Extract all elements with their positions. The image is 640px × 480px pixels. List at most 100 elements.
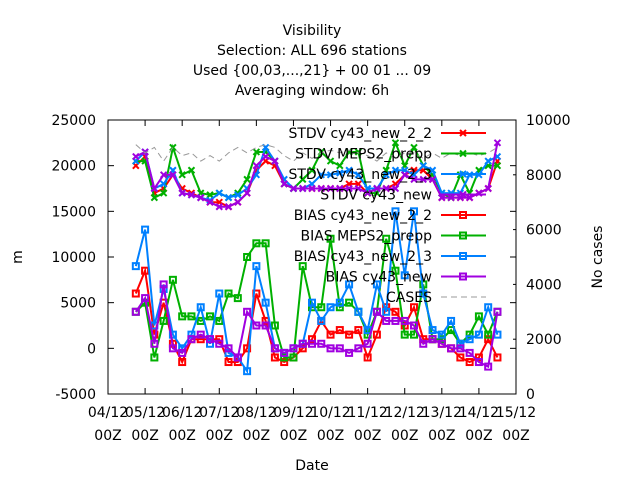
data-point [484, 362, 493, 371]
y2-axis-label: No cases [590, 226, 606, 289]
data-point [196, 303, 205, 312]
data-point [141, 294, 150, 303]
data-point [428, 166, 437, 174]
data-point [363, 339, 372, 348]
legend-label: BIAS cy43_new_2_2 [294, 208, 432, 224]
data-point [336, 169, 344, 177]
y2-tick-label: 4000 [526, 277, 562, 293]
data-point [187, 312, 196, 321]
data-point [243, 307, 252, 316]
data-point [289, 184, 298, 193]
data-point [326, 184, 335, 193]
data-point [437, 335, 446, 344]
data-point [308, 339, 316, 348]
data-point [159, 280, 168, 289]
data-point [224, 344, 233, 353]
data-point [345, 280, 354, 289]
data-point [391, 139, 400, 147]
data-point [178, 348, 187, 357]
data-point [326, 330, 335, 339]
series-8 [131, 280, 502, 371]
data-point [391, 307, 400, 316]
data-point [465, 330, 474, 339]
data-point [224, 193, 233, 202]
data-point [345, 148, 353, 156]
data-point [243, 253, 252, 261]
x-tick-label-date: 04/12 [88, 405, 128, 421]
legend-label: STDV cy43_new_2_3 [288, 167, 432, 183]
data-point [196, 335, 205, 344]
data-point [335, 344, 344, 353]
data-point [447, 344, 456, 353]
data-point [261, 321, 270, 330]
data-point [243, 367, 252, 376]
legend-item: BIAS cy43_new_2_3 [294, 249, 486, 265]
data-point [132, 152, 140, 161]
data-point [317, 339, 326, 348]
y-tick-label: -5000 [55, 387, 96, 403]
legend-marker [459, 272, 467, 281]
data-point [215, 316, 224, 325]
data-point [308, 166, 316, 174]
data-point [419, 175, 427, 184]
data-point [178, 358, 187, 367]
title-line-2: Selection: ALL 696 stations [217, 43, 407, 59]
x-tick-label-hour: 00Z [317, 428, 344, 444]
data-point [354, 326, 363, 335]
data-point [280, 353, 289, 362]
data-point [493, 161, 502, 170]
data-point [419, 289, 428, 298]
x-tick-label-date: 14/12 [459, 405, 499, 421]
x-tick-label-hour: 00Z [465, 428, 492, 444]
data-point [252, 161, 261, 170]
y-tick-label: 15000 [51, 204, 96, 220]
legend-marker [459, 252, 467, 260]
data-point [410, 143, 418, 152]
data-point [419, 339, 428, 348]
data-point [308, 335, 316, 344]
data-point [363, 353, 372, 362]
data-point [465, 358, 474, 367]
data-point [382, 316, 391, 325]
data-point [391, 184, 400, 193]
data-point [261, 239, 270, 248]
data-point [159, 180, 168, 188]
data-point [317, 171, 325, 179]
data-point [270, 321, 279, 330]
data-point [372, 330, 381, 339]
x-tick-label-hour: 00Z [206, 428, 233, 444]
data-point [484, 184, 492, 193]
data-point [169, 171, 177, 179]
legend-item: BIAS MEPS2_prepp [300, 229, 486, 245]
data-point [271, 157, 279, 165]
legend-marker [459, 149, 467, 158]
data-point [150, 353, 159, 362]
data-point [150, 184, 159, 193]
data-point [493, 139, 502, 147]
data-point [382, 171, 390, 179]
data-point [298, 344, 307, 353]
x-tick-label-date: 15/12 [496, 405, 536, 421]
data-point [299, 175, 307, 184]
y2-tick-label: 0 [526, 387, 535, 403]
data-point [354, 184, 363, 193]
data-point [317, 303, 326, 312]
title-line-4: Averaging window: 6h [235, 83, 389, 99]
data-point [335, 303, 344, 312]
data-point [326, 303, 335, 312]
data-point [168, 275, 177, 284]
data-point [131, 289, 140, 298]
data-point [363, 189, 372, 197]
data-point [391, 266, 400, 275]
data-point [215, 335, 224, 344]
y-tick-label: 0 [87, 341, 96, 357]
x-tick-label-date: 07/12 [199, 405, 239, 421]
y-tick-label: 10000 [51, 250, 96, 266]
data-point [456, 344, 465, 353]
data-point [484, 157, 492, 165]
data-point [150, 339, 159, 348]
data-point [252, 239, 261, 248]
data-point [465, 348, 474, 357]
series-line [134, 211, 499, 375]
